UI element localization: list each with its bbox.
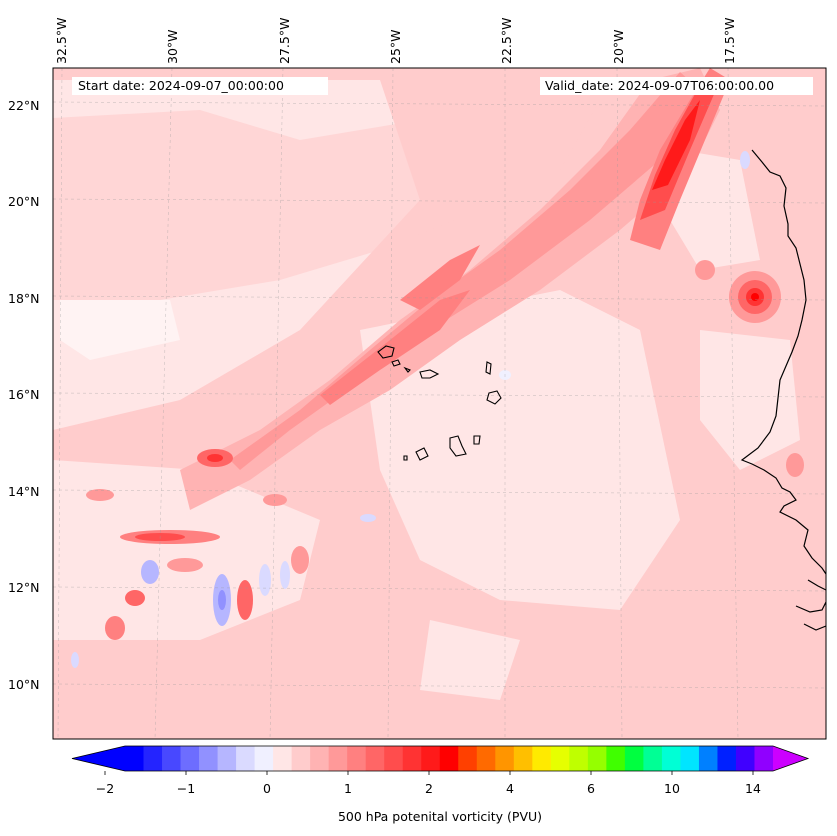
lat-label-12n: 12°N — [8, 580, 40, 595]
lon-label-32-5w: 32.5°W — [54, 17, 69, 64]
colorbar-swatch — [458, 746, 478, 771]
africa-coastline — [740, 149, 826, 631]
cape-verde-islands — [377, 345, 502, 461]
colorbar-swatch — [217, 746, 237, 771]
lat-label-10n: 10°N — [8, 677, 40, 692]
colorbar-swatch — [254, 746, 274, 771]
lon-label-27-5w: 27.5°W — [277, 17, 292, 64]
colorbar-extend-high — [773, 746, 808, 771]
colorbar-tick-label: −2 — [95, 781, 115, 796]
colorbar-swatch — [236, 746, 256, 771]
colorbar-swatch — [384, 746, 404, 771]
colorbar-swatch — [439, 746, 459, 771]
start-date-label: Start date: 2024-09-07_00:00:00 — [72, 77, 328, 95]
colorbar-swatch — [421, 746, 441, 771]
colorbar-swatch — [199, 746, 219, 771]
colorbar-swatch — [532, 746, 552, 771]
colorbar-tick-label: 1 — [344, 781, 352, 796]
colorbar-tick-label: 0 — [263, 781, 271, 796]
lat-label-16n: 16°N — [8, 387, 40, 402]
gridlines — [53, 68, 826, 739]
colorbar-swatch — [273, 746, 293, 771]
colorbar-swatch — [587, 746, 607, 771]
colorbar-swatch — [402, 746, 422, 771]
colorbar-swatch — [143, 746, 163, 771]
colorbar-swatch — [476, 746, 496, 771]
colorbar-swatch — [162, 746, 182, 771]
colorbar-swatch — [754, 746, 774, 771]
colorbar-swatch — [125, 746, 145, 771]
colorbar-tick-label: 10 — [664, 781, 680, 796]
lat-label-18n: 18°N — [8, 291, 40, 306]
colorbar-swatch — [680, 746, 700, 771]
colorbar-swatch — [513, 746, 533, 771]
lat-label-14n: 14°N — [8, 484, 40, 499]
map-frame — [52, 67, 827, 740]
lat-label-20n: 20°N — [8, 194, 40, 209]
colorbar-tick-label: 6 — [587, 781, 595, 796]
colorbar-swatch — [291, 746, 311, 771]
lon-label-25w: 25°W — [388, 29, 403, 64]
pv-field — [53, 68, 826, 739]
colorbar-swatch — [180, 746, 200, 771]
colorbar-swatch — [624, 746, 644, 771]
colorbar-title: 500 hPa potenital vorticity (PVU) — [337, 809, 543, 824]
lon-label-30w: 30°W — [165, 29, 180, 64]
colorbar-swatch — [569, 746, 589, 771]
colorbar-tick-label: −1 — [176, 781, 196, 796]
colorbar-swatch — [698, 746, 719, 771]
lat-label-22n: 22°N — [8, 98, 40, 113]
colorbar — [71, 745, 810, 775]
lon-label-17-5w: 17.5°W — [722, 17, 737, 64]
colorbar-swatch — [495, 746, 515, 771]
colorbar-swatch — [717, 746, 737, 771]
valid-date-label: Valid_date: 2024-09-07T06:00:00.00 — [540, 77, 813, 95]
colorbar-tick-label: 4 — [506, 781, 514, 796]
colorbar-swatch — [643, 746, 663, 771]
colorbar-swatch — [661, 746, 682, 771]
colorbar-swatch — [365, 746, 385, 771]
colorbar-swatch — [735, 746, 756, 771]
colorbar-tick-label: 14 — [745, 781, 761, 796]
colorbar-swatch — [310, 746, 330, 771]
colorbar-outline — [71, 745, 810, 772]
colorbar-swatch — [347, 746, 367, 771]
lon-label-22-5w: 22.5°W — [499, 17, 514, 64]
lon-label-20w: 20°W — [611, 29, 626, 64]
colorbar-swatch — [606, 746, 626, 771]
colorbar-tick-label: 2 — [425, 781, 433, 796]
colorbar-swatch — [550, 746, 570, 771]
colorbar-swatch — [328, 746, 348, 771]
colorbar-extend-low — [72, 746, 125, 771]
